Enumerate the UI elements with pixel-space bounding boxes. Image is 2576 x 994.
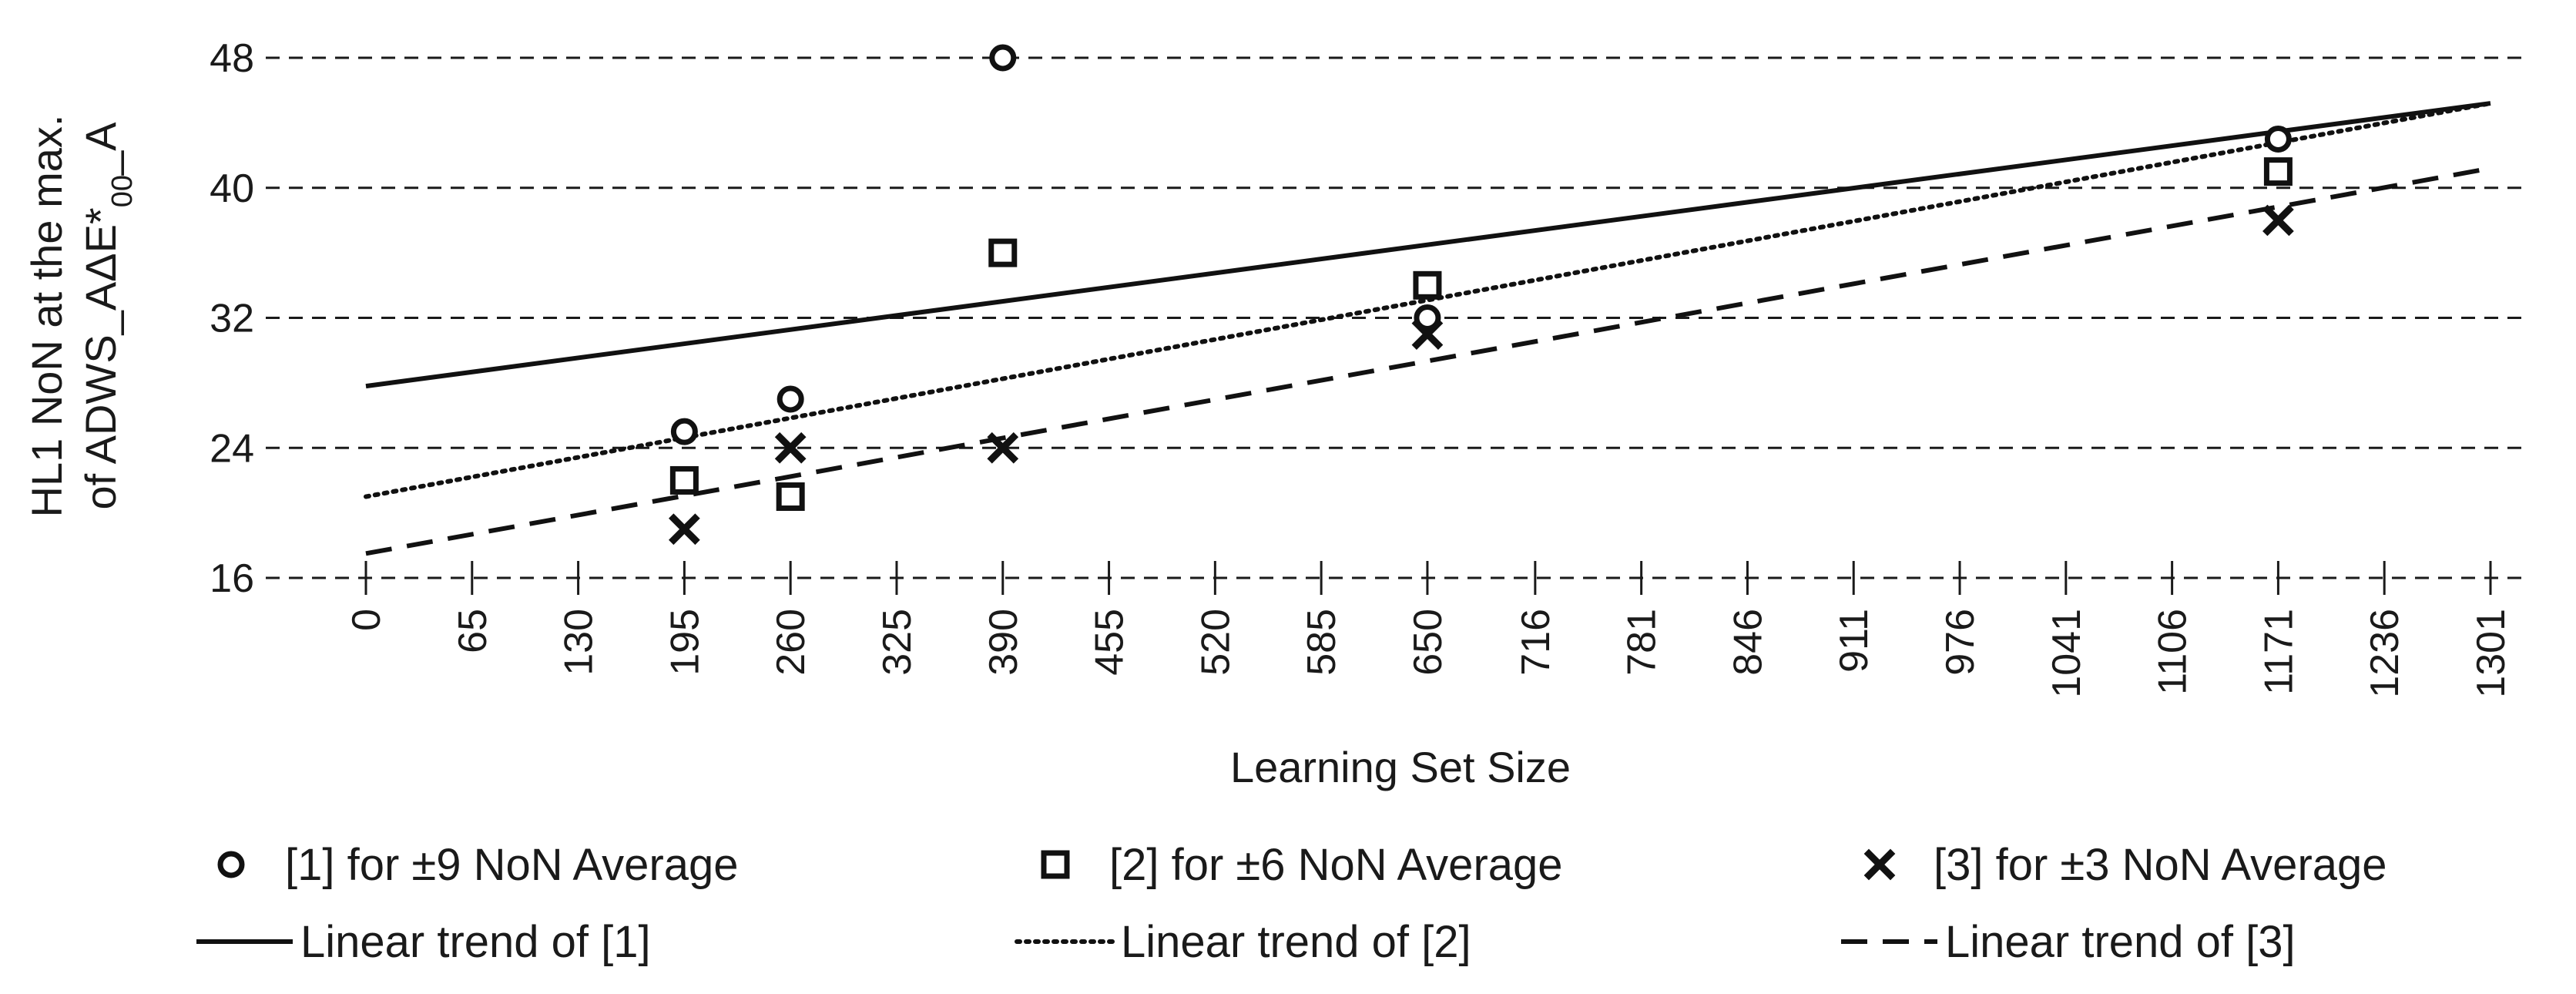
y-tick-label: 24 (210, 426, 254, 471)
legend-marker-series3 (1863, 848, 1896, 881)
data-point-series3 (987, 432, 1019, 464)
x-tick-label: 911 (1832, 609, 1877, 673)
data-points (669, 44, 2294, 546)
x-tick-label: 1236 (2363, 609, 2407, 698)
y-axis-title-line1: HL1 NoN at the max. (22, 115, 71, 518)
x-axis: 0 65 130 195 260 325 390 455 520 585 650 716 781 846 9… (344, 561, 2514, 698)
data-point-series2 (1413, 270, 1442, 300)
legend-label: Linear trend of [3] (1945, 917, 2296, 967)
legend-label: Linear trend of [1] (300, 917, 651, 967)
x-tick-label: 1301 (2469, 609, 2514, 698)
trendlines (364, 101, 2493, 556)
data-point-series1 (2264, 125, 2292, 153)
x-tick-label: 1171 (2256, 609, 2301, 695)
trendline-1 (365, 101, 2491, 389)
data-point-series1 (989, 44, 1017, 72)
y-tick-label: 16 (210, 556, 254, 601)
data-point-series1 (1414, 304, 1441, 331)
x-tick-label: 0 (344, 609, 389, 631)
y-tick-label: 48 (210, 36, 254, 81)
y-tick-label: 32 (210, 297, 254, 341)
legend-item-series1: [1] for ±9 NoN Average (217, 840, 739, 890)
data-point-series1 (670, 418, 698, 445)
legend-label: Linear trend of [2] (1121, 917, 1471, 967)
x-tick-label: 846 (1726, 609, 1770, 676)
x-tick-label: 650 (1406, 609, 1451, 676)
legend-item-trend1: Linear trend of [1] (196, 917, 651, 967)
x-tick-label: 1106 (2151, 609, 2195, 695)
legend-marker-series2 (1041, 850, 1070, 879)
legend-label: [2] for ±6 NoN Average (1109, 840, 1563, 890)
legend-item-trend3: Linear trend of [3] (1841, 917, 2296, 967)
x-tick-label: 520 (1193, 609, 1238, 676)
x-tick-label: 325 (875, 609, 920, 676)
x-tick-label: 976 (1938, 609, 1983, 676)
y-tick-label: 40 (210, 166, 254, 211)
data-point-series3 (2262, 204, 2294, 237)
data-point-series3 (669, 513, 700, 546)
data-point-series2 (669, 465, 699, 495)
legend-item-trend2: Linear trend of [2] (1015, 917, 1471, 967)
x-tick-label: 195 (662, 609, 707, 676)
data-point-series2 (2263, 157, 2293, 186)
legend-label: [3] for ±3 NoN Average (1934, 840, 2387, 890)
legend: [1] for ±9 NoN Average [2] for ±6 NoN Ave… (196, 840, 2387, 967)
x-tick-label: 130 (557, 609, 602, 676)
y-axis-title: HL1 NoN at the max. of ADWS_AΔE*00_A (22, 115, 139, 518)
legend-label: [1] for ±9 NoN Average (285, 840, 739, 890)
legend-item-series3: [3] for ±3 NoN Average (1863, 840, 2387, 890)
x-tick-label: 716 (1514, 609, 1558, 676)
y-axis-title-line2: of ADWS_AΔE*00_A (76, 122, 139, 510)
x-tick-label: 260 (769, 609, 813, 676)
legend-marker-series1 (217, 851, 245, 878)
x-tick-label: 455 (1088, 609, 1132, 676)
x-tick-label: 65 (451, 609, 495, 653)
data-point-series2 (776, 482, 805, 512)
data-point-series3 (1411, 318, 1444, 350)
x-tick-label: 390 (981, 609, 1026, 676)
data-point-series3 (774, 432, 807, 464)
trendline-2 (364, 101, 2493, 499)
x-tick-label: 1041 (2044, 609, 2089, 698)
trendline-3 (365, 166, 2491, 556)
data-point-series1 (776, 385, 804, 413)
x-tick-label: 781 (1620, 609, 1665, 676)
y-axis: 16 24 32 40 48 (210, 36, 254, 601)
x-axis-title: Learning Set Size (1230, 743, 1571, 791)
data-point-series2 (988, 238, 1018, 267)
grid-lines (266, 56, 2527, 579)
legend-item-series2: [2] for ±6 NoN Average (1041, 840, 1563, 890)
x-tick-label: 585 (1300, 609, 1344, 676)
